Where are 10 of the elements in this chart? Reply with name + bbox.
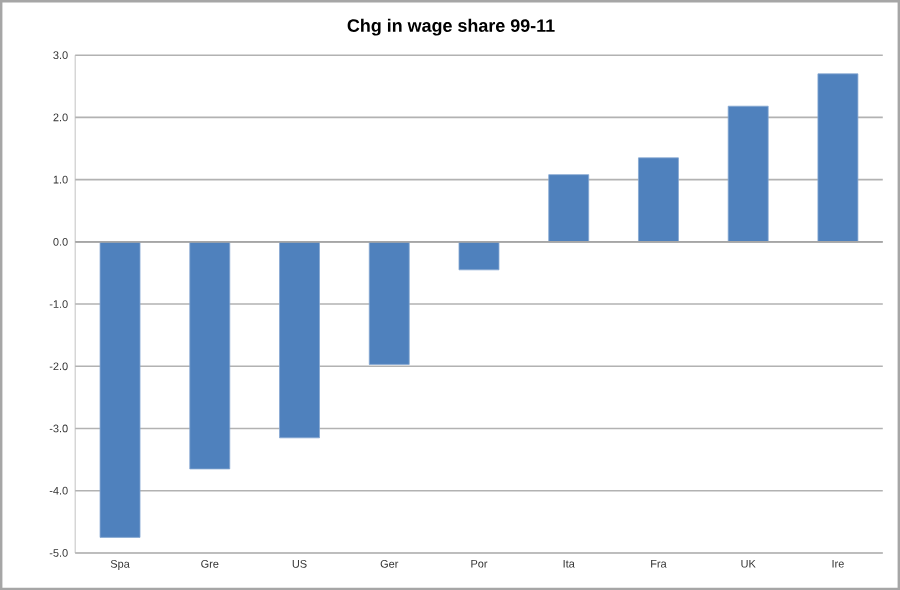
- bar: [548, 174, 590, 243]
- bar: [99, 241, 141, 538]
- chart-title: Chg in wage share 99-11: [347, 18, 555, 36]
- bar: [458, 241, 500, 271]
- bar: [727, 105, 769, 243]
- bar: [817, 73, 859, 243]
- bar: [189, 241, 231, 470]
- bar: [368, 241, 410, 365]
- bar: [279, 241, 320, 439]
- bar: [638, 157, 679, 243]
